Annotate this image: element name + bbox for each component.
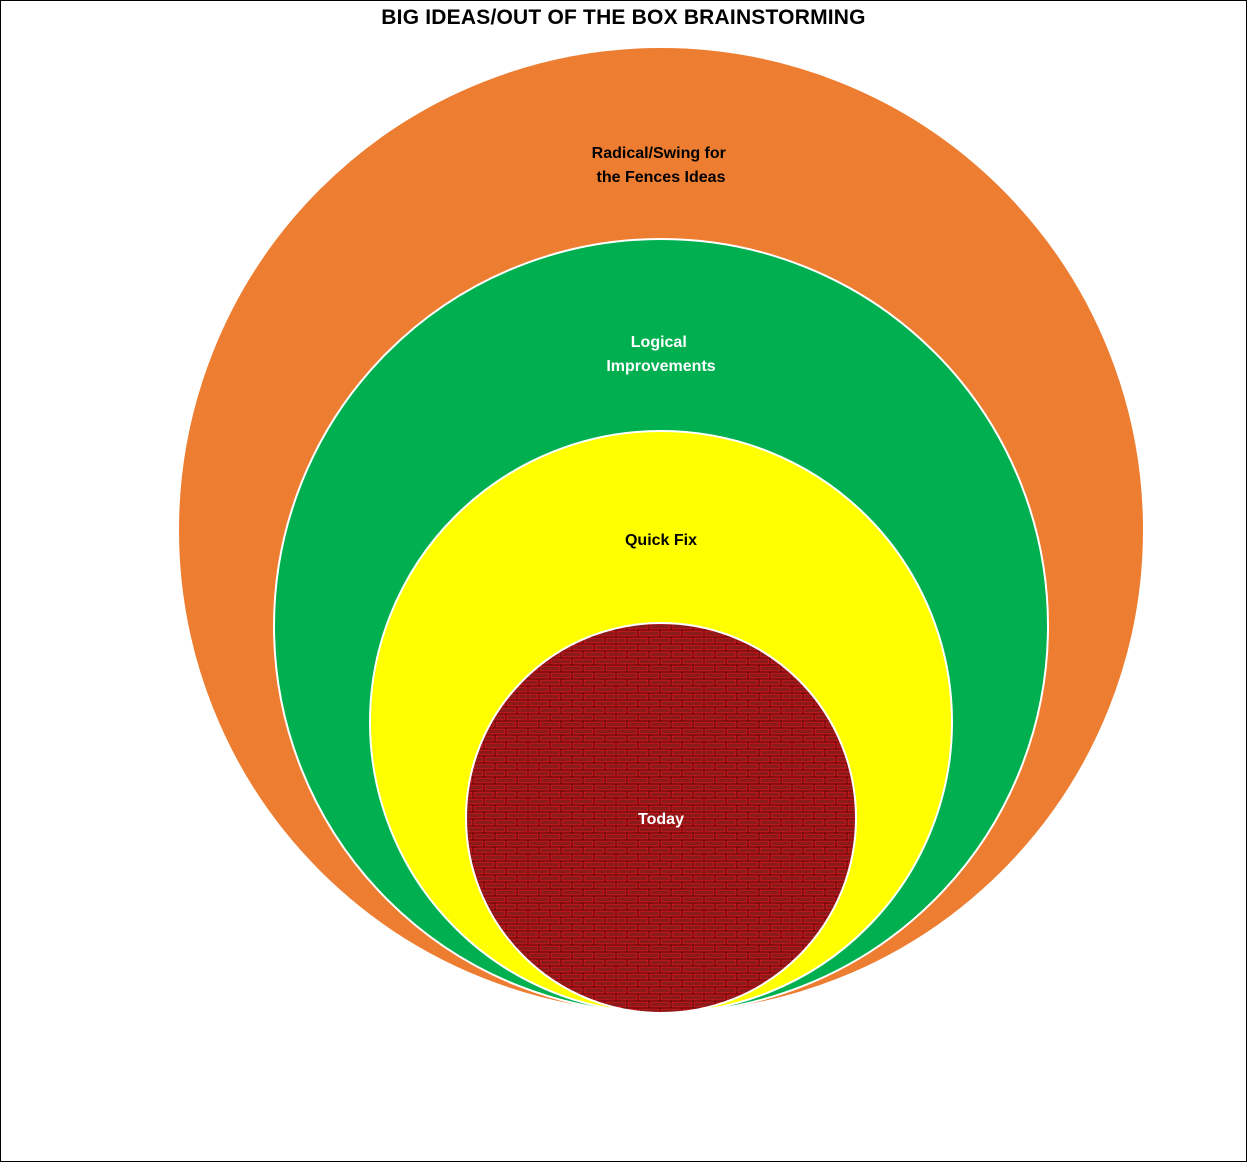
ring-today-label: Today xyxy=(638,811,684,828)
ring-today-circle xyxy=(465,622,857,1014)
ring-radical-label: Radical/Swing for the Fences Ideas xyxy=(592,145,731,186)
diagram-title: BIG IDEAS/OUT OF THE BOX BRAINSTORMING xyxy=(381,6,866,29)
ring-quick-fix-label: Quick Fix xyxy=(625,532,697,549)
ring-logical-label: Logical Improvements xyxy=(606,334,715,375)
ring-today: Today xyxy=(465,622,857,1014)
